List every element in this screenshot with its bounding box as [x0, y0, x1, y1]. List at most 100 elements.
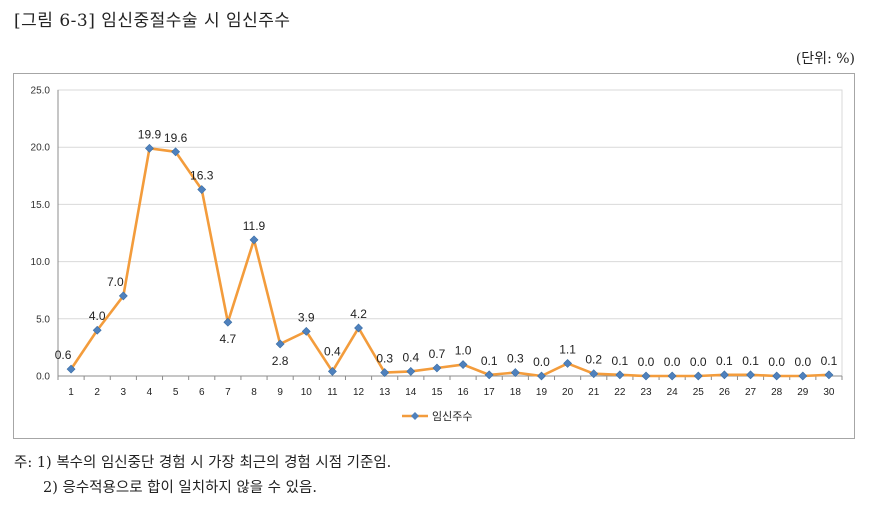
data-label: 2.8 [272, 354, 289, 368]
data-point [406, 366, 416, 376]
y-tick-label: 20.0 [31, 143, 51, 154]
data-point [667, 371, 677, 381]
data-point [380, 368, 390, 377]
series-line [69, 147, 829, 378]
data-point [510, 368, 520, 377]
data-label: 19.9 [138, 127, 162, 141]
x-tick-label: 24 [667, 387, 679, 398]
data-point [354, 323, 363, 333]
x-tick-label: 6 [199, 387, 205, 398]
data-point [327, 366, 337, 376]
y-tick-label: 10.0 [31, 257, 51, 268]
x-tick-label: 3 [121, 387, 127, 398]
data-point [92, 325, 102, 335]
data-label: 0.0 [768, 355, 785, 369]
data-label: 0.6 [55, 348, 72, 362]
x-tick-label: 23 [640, 387, 652, 398]
data-label: 4.0 [89, 309, 106, 323]
data-label: 0.3 [507, 352, 524, 366]
data-label: 0.0 [664, 355, 681, 369]
note-1: 주: 1) 복수의 임신중단 경험 시 가장 최근의 경험 시점 기준임. [14, 455, 392, 471]
x-tick-label: 19 [536, 387, 548, 398]
data-label: 0.7 [429, 347, 446, 361]
figure-notes: 주: 1) 복수의 임신중단 경험 시 가장 최근의 경험 시점 기준임. 2)… [14, 451, 391, 501]
data-label: 0.0 [794, 355, 811, 369]
x-tick-label: 28 [771, 387, 783, 398]
data-label: 16.3 [190, 169, 214, 183]
data-point [589, 369, 599, 379]
data-label: 0.1 [481, 354, 498, 368]
data-label: 0.4 [402, 350, 419, 364]
data-point [118, 291, 128, 301]
data-label: 0.2 [585, 353, 602, 367]
y-tick-label: 25.0 [31, 86, 51, 97]
x-tick-label: 17 [484, 387, 496, 398]
data-point [223, 317, 233, 327]
note-2: 2) 응수적용으로 합이 일치하지 않을 수 있음. [43, 480, 317, 496]
x-tick-label: 26 [719, 387, 731, 398]
data-label: 4.7 [220, 332, 237, 346]
legend-label: 임신주수 [432, 410, 472, 423]
data-point [746, 370, 755, 380]
y-tick-label: 5.0 [36, 314, 50, 325]
x-tick-label: 20 [562, 387, 574, 398]
data-point [641, 371, 651, 381]
x-tick-label: 14 [405, 387, 417, 398]
data-point [275, 339, 285, 349]
data-point [249, 235, 259, 245]
data-label: 0.3 [376, 352, 393, 366]
x-tick-label: 7 [225, 387, 231, 398]
x-tick-label: 27 [745, 387, 757, 398]
data-point [563, 358, 573, 368]
x-tick-label: 12 [353, 387, 365, 398]
x-tick-label: 4 [147, 387, 153, 398]
x-tick-label: 22 [614, 387, 626, 398]
data-point [719, 370, 729, 380]
data-point [484, 370, 494, 380]
x-tick-label: 9 [277, 387, 283, 398]
data-label: 7.0 [107, 275, 124, 289]
data-label: 0.0 [638, 355, 655, 369]
data-label: 1.0 [455, 344, 472, 358]
data-point [458, 360, 468, 369]
data-point [66, 364, 76, 374]
data-point [798, 371, 808, 381]
data-point [824, 370, 834, 380]
data-label: 1.1 [559, 342, 576, 356]
data-point [615, 370, 625, 380]
data-point [197, 185, 207, 194]
data-point [145, 143, 154, 153]
data-point [537, 371, 546, 381]
data-label: 0.0 [533, 355, 550, 369]
data-point [693, 371, 703, 381]
x-tick-label: 30 [823, 387, 835, 398]
data-point [171, 147, 181, 157]
data-label: 19.6 [164, 131, 188, 145]
legend-marker [411, 412, 419, 420]
x-tick-label: 13 [379, 387, 391, 398]
x-tick-label: 29 [797, 387, 809, 398]
x-tick-label: 16 [458, 387, 470, 398]
x-tick-label: 2 [94, 387, 100, 398]
x-tick-label: 15 [431, 387, 443, 398]
data-label: 0.1 [742, 354, 759, 368]
x-tick-label: 21 [588, 387, 600, 398]
x-tick-label: 5 [173, 387, 179, 398]
data-label: 0.0 [690, 355, 707, 369]
unit-label: (단위: %) [795, 51, 855, 67]
y-tick-label: 15.0 [31, 200, 51, 211]
x-tick-label: 1 [68, 387, 74, 398]
data-label: 11.9 [243, 219, 266, 233]
figure-title: [그림 6-3] 임신중절수술 시 임신주수 [14, 11, 291, 31]
chart-container: 0.0 5.0 10.0 15.0 20.0 25.0 1 2 3 4 5 6 7 8 9 10 11 12 13 1… [13, 73, 855, 439]
data-label: 4.2 [350, 307, 367, 321]
data-point [772, 371, 782, 381]
data-point [301, 326, 311, 336]
x-tick-label: 10 [301, 387, 313, 398]
data-label: 0.1 [716, 354, 733, 368]
data-label: 3.9 [298, 310, 315, 324]
data-point [432, 363, 442, 373]
y-tick-label: 0.0 [36, 372, 50, 383]
line-chart: 0.05.010.015.020.025.01 2 3 4 5 6 7 8 9 10 11 12 13 1… [31, 86, 843, 423]
data-label: 0.1 [612, 354, 629, 368]
